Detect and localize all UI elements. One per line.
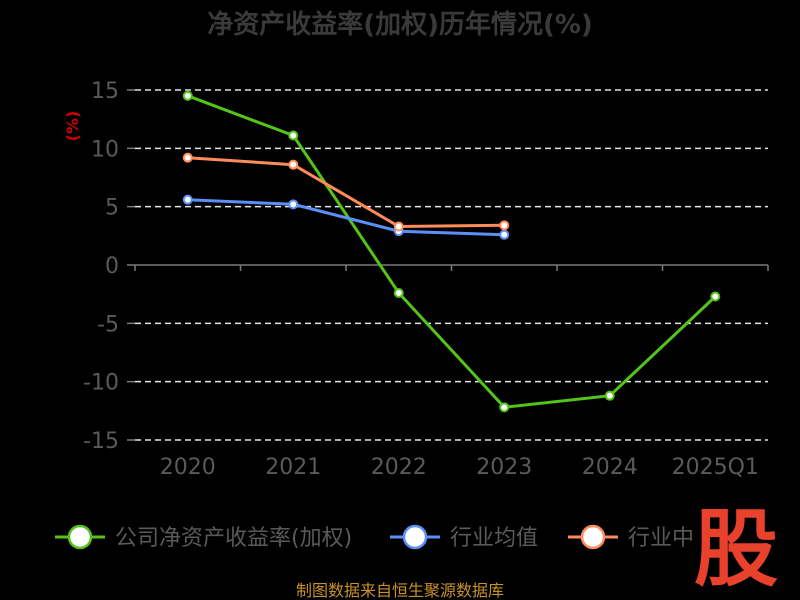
legend-label-1: 行业均值 xyxy=(450,526,538,551)
x-tick-label-0: 2020 xyxy=(160,455,216,480)
legend-label-2: 行业中 xyxy=(628,526,694,551)
series-0-point-4 xyxy=(604,390,615,401)
series-1-point-1 xyxy=(288,199,299,210)
y-tick-label-4: -5 xyxy=(97,312,119,337)
y-tick-label-2: 5 xyxy=(105,196,119,221)
axes xyxy=(127,89,769,441)
series-line-0 xyxy=(187,94,717,409)
series-2-point-3 xyxy=(499,220,510,231)
x-tick-label-2: 2022 xyxy=(371,455,427,480)
series-2-point-1 xyxy=(288,159,299,170)
series-1-point-0 xyxy=(182,194,193,205)
series-lines xyxy=(182,90,721,413)
x-tick-label-3: 2023 xyxy=(476,455,532,480)
y-tick-label-5: -10 xyxy=(83,371,119,396)
legend-marker-1 xyxy=(402,524,428,550)
legend: 公司净资产收益率(加权) 行业均值 行业中 xyxy=(55,524,694,551)
legend-marker-0 xyxy=(67,524,93,550)
series-0-point-0 xyxy=(182,90,193,101)
x-tick-label-1: 2021 xyxy=(265,455,321,480)
legend-label-0: 公司净资产收益率(加权) xyxy=(115,526,352,551)
series-1-point-3 xyxy=(499,229,510,240)
series-2-point-2 xyxy=(393,221,404,232)
grid-lines xyxy=(135,89,768,441)
chart-title: 净资产收益率(加权)历年情况(%) xyxy=(207,9,593,40)
series-line-1 xyxy=(187,198,505,237)
x-tick-label-5: 2025Q1 xyxy=(672,455,759,480)
series-0-point-2 xyxy=(393,288,404,298)
y-axis-label: (%) xyxy=(63,111,82,142)
series-line-2 xyxy=(187,156,505,229)
series-0-point-3 xyxy=(499,402,510,413)
y-tick-label-6: -15 xyxy=(83,429,119,454)
x-tick-label-4: 2024 xyxy=(582,455,638,480)
series-0-point-1 xyxy=(288,130,299,141)
series-0-point-5 xyxy=(710,291,721,302)
series-2-point-0 xyxy=(182,152,193,163)
source-footer: 制图数据来自恒生聚源数据库 xyxy=(296,581,504,600)
legend-marker-2 xyxy=(580,524,606,550)
tick-labels: 15 10 5 0 -5 -10 -15 2020 2021 2022 2023 2024 2025Q1 xyxy=(83,79,759,480)
watermark-logo: 股 xyxy=(694,500,778,598)
y-tick-label-0: 15 xyxy=(91,79,119,104)
y-tick-label-1: 10 xyxy=(91,137,119,162)
y-tick-label-3: 0 xyxy=(105,254,119,279)
